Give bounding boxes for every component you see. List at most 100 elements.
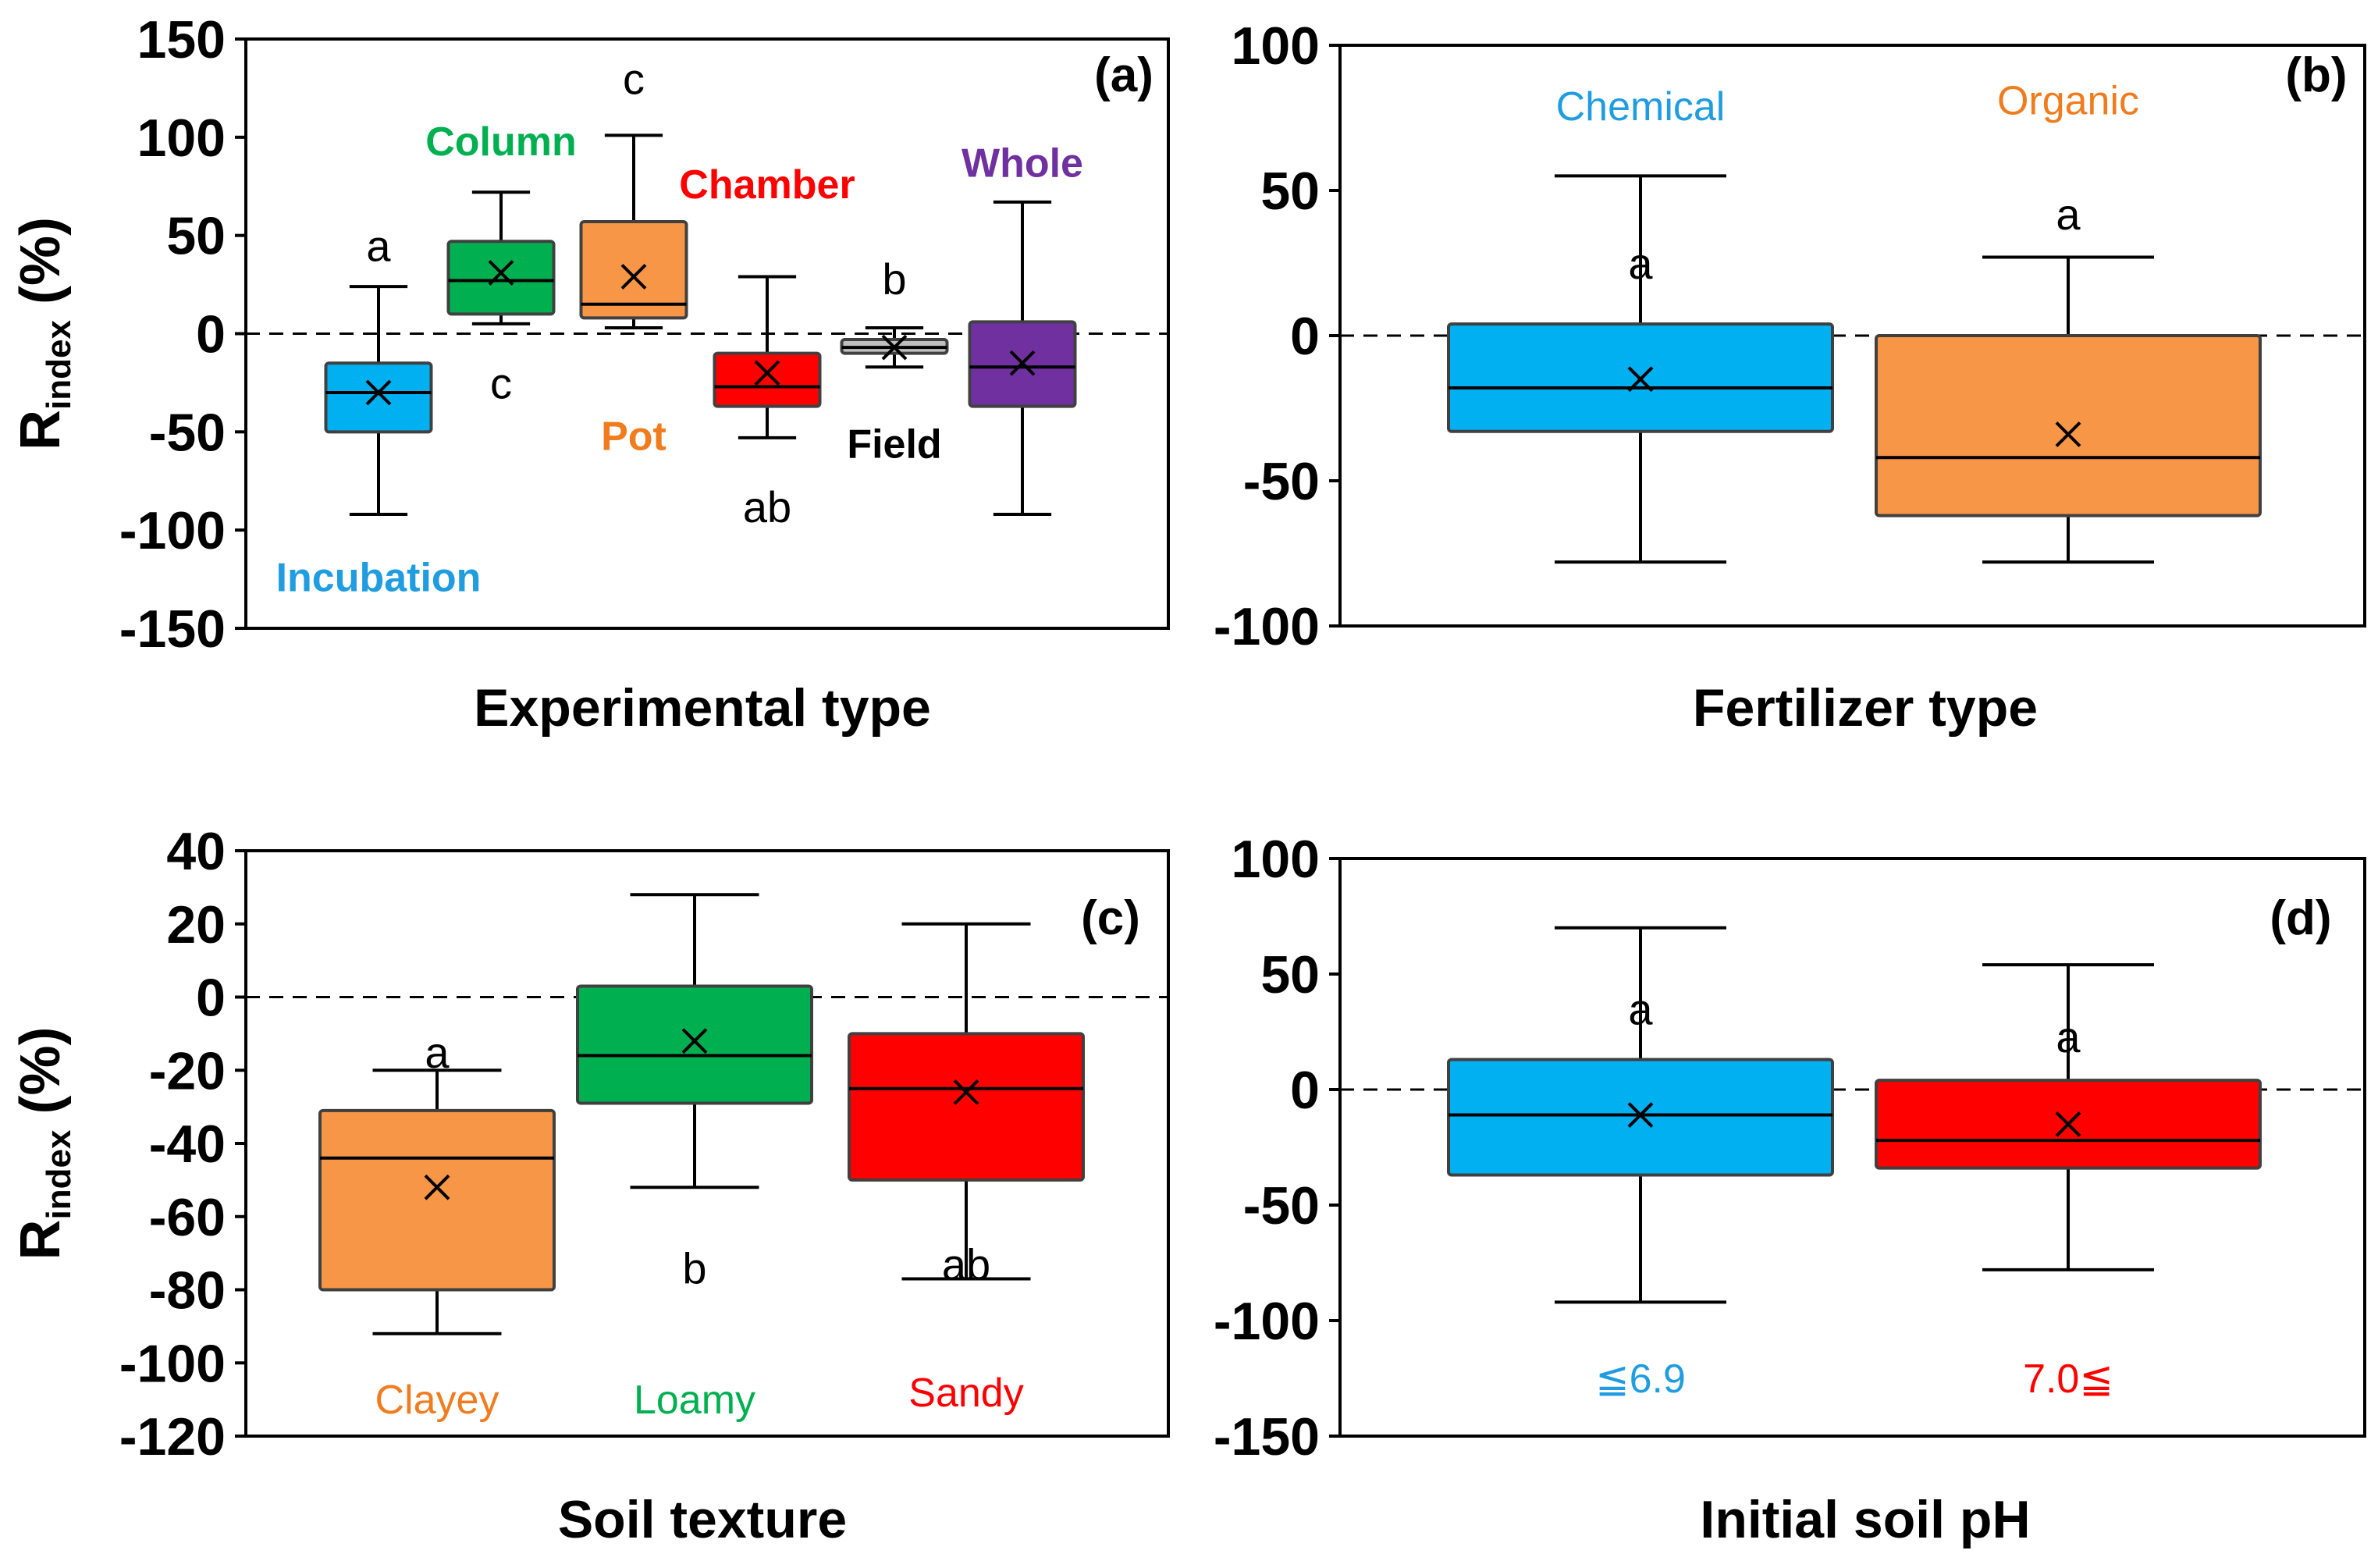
box-7-0-: a 7.0≦ — [1875, 963, 2262, 1402]
mean-marker — [1627, 366, 1654, 393]
category-label: Column — [425, 119, 577, 165]
iqr-box — [324, 361, 433, 434]
mean-marker — [488, 260, 514, 286]
iqr-box — [1447, 1058, 1834, 1177]
y-tick-label: -150 — [1214, 1407, 1320, 1467]
iqr-box — [576, 984, 813, 1105]
iqr-box — [318, 1108, 556, 1292]
category-label: ≦6.9 — [1595, 1356, 1686, 1402]
y-axis-title-main: R — [9, 410, 72, 450]
x-axis-title: Initial soil pH — [1700, 1490, 2030, 1549]
significance-letter: a — [2056, 1012, 2081, 1061]
y-tick-label: -50 — [1243, 1176, 1320, 1236]
box-pot: c Pot — [579, 54, 688, 459]
significance-letter: c — [490, 358, 512, 407]
significance-letter: b — [682, 1243, 706, 1292]
category-label: Pot — [601, 414, 666, 459]
box-chamber: ab Chamber — [679, 162, 855, 532]
box--6-9: a ≦6.9 — [1447, 926, 1834, 1402]
y-tick-label: 50 — [166, 207, 226, 266]
significance-letter: ab — [942, 1240, 990, 1289]
y-axis-title-subscript: index — [40, 1129, 78, 1219]
mean-marker — [2055, 1111, 2081, 1137]
mean-marker — [881, 334, 908, 361]
iqr-box — [1875, 334, 2262, 517]
y-axis-title-subscript: index — [40, 320, 78, 410]
category-label: Chemical — [1556, 84, 1726, 130]
category-label: Clayey — [375, 1378, 499, 1423]
category-label: Loamy — [634, 1378, 755, 1423]
mean-marker — [620, 264, 647, 290]
category-label: Sandy — [908, 1371, 1023, 1416]
y-tick-label: 40 — [166, 822, 226, 881]
category-label: Chamber — [679, 162, 855, 208]
box-chemical: a Chemical — [1447, 84, 1834, 564]
significance-letter: a — [425, 1028, 450, 1077]
y-tick-label: 50 — [1260, 945, 1320, 1004]
mean-marker — [365, 379, 392, 406]
category-label: Field — [847, 421, 941, 467]
significance-letter: a — [1628, 239, 1653, 288]
significance-letter: a — [2056, 190, 2081, 239]
plot-frame — [1338, 857, 2366, 1438]
panel-label: (c) — [1081, 891, 1140, 945]
panel-c: 40 20 0 -20 -40 -60 -80 -100 -120 a Clayey b Loamy ab… — [9, 822, 1170, 1549]
y-tick-label: -40 — [149, 1115, 226, 1174]
y-axis-title-main: R — [9, 1219, 72, 1260]
mean-marker — [754, 360, 780, 386]
iqr-box — [579, 220, 688, 320]
significance-letter: b — [882, 254, 906, 304]
y-axis-title-unit: (%) — [9, 1027, 72, 1130]
mean-marker — [681, 1028, 708, 1054]
y-tick-label: 0 — [196, 305, 226, 364]
box-incubation: a Incubation — [276, 221, 482, 600]
y-tick-label: 50 — [1260, 162, 1320, 221]
mean-marker — [2055, 421, 2081, 447]
x-axis-title: Soil texture — [558, 1490, 847, 1549]
box-sandy: ab Sandy — [848, 922, 1085, 1416]
y-tick-label: -120 — [119, 1407, 226, 1467]
y-tick-label: -80 — [149, 1261, 226, 1321]
mean-marker — [953, 1079, 979, 1105]
x-axis-title: Experimental type — [474, 678, 931, 738]
significance-letter: a — [1628, 984, 1653, 1033]
box-organic: a Organic — [1875, 79, 2262, 564]
mean-marker — [1627, 1102, 1654, 1128]
y-tick-label: -20 — [149, 1041, 226, 1100]
y-tick-label: -100 — [119, 1334, 226, 1393]
panel-label: (d) — [2270, 891, 2331, 945]
y-tick-label: -50 — [1243, 452, 1320, 511]
x-axis-title: Fertilizer type — [1693, 678, 2038, 738]
iqr-box — [713, 351, 822, 408]
y-tick-label: -100 — [1214, 597, 1320, 656]
box-clayey: a Clayey — [318, 1028, 556, 1423]
y-axis-title: Rindex (%) — [9, 1027, 78, 1260]
box-field: b Field — [840, 254, 949, 467]
category-label: 7.0≦ — [2023, 1356, 2113, 1402]
y-tick-label: 100 — [1232, 830, 1320, 889]
y-tick-label: 0 — [1290, 307, 1320, 366]
significance-letter: c — [623, 54, 645, 103]
category-label: Whole — [962, 141, 1083, 187]
y-axis-title-unit: (%) — [9, 217, 72, 320]
box-column: c Column — [425, 119, 577, 408]
y-tick-label: 100 — [137, 108, 226, 168]
iqr-box — [446, 240, 556, 316]
y-axis-title: Rindex (%) — [9, 217, 78, 450]
y-tick-label: -100 — [119, 501, 226, 560]
y-tick-label: -60 — [149, 1188, 226, 1247]
mean-marker — [1009, 350, 1036, 376]
panel-label: (a) — [1094, 48, 1153, 102]
y-tick-label: 0 — [196, 969, 226, 1028]
mean-marker — [424, 1174, 450, 1200]
y-tick-label: 100 — [1232, 16, 1320, 76]
y-tick-label: -150 — [119, 599, 226, 659]
category-label: Incubation — [276, 556, 482, 601]
y-tick-label: -50 — [149, 403, 226, 462]
panel-b: 100 50 0 -50 -100 a Chemical a Organic (b) Fertili… — [1214, 16, 2366, 738]
category-label: Organic — [1997, 79, 2139, 124]
y-tick-label: 0 — [1290, 1061, 1320, 1120]
panel-d: 100 50 0 -50 -100 -150 a ≦6.9 a 7.0≦ (d) Initial so… — [1214, 830, 2366, 1549]
box-loamy: b Loamy — [576, 893, 813, 1423]
